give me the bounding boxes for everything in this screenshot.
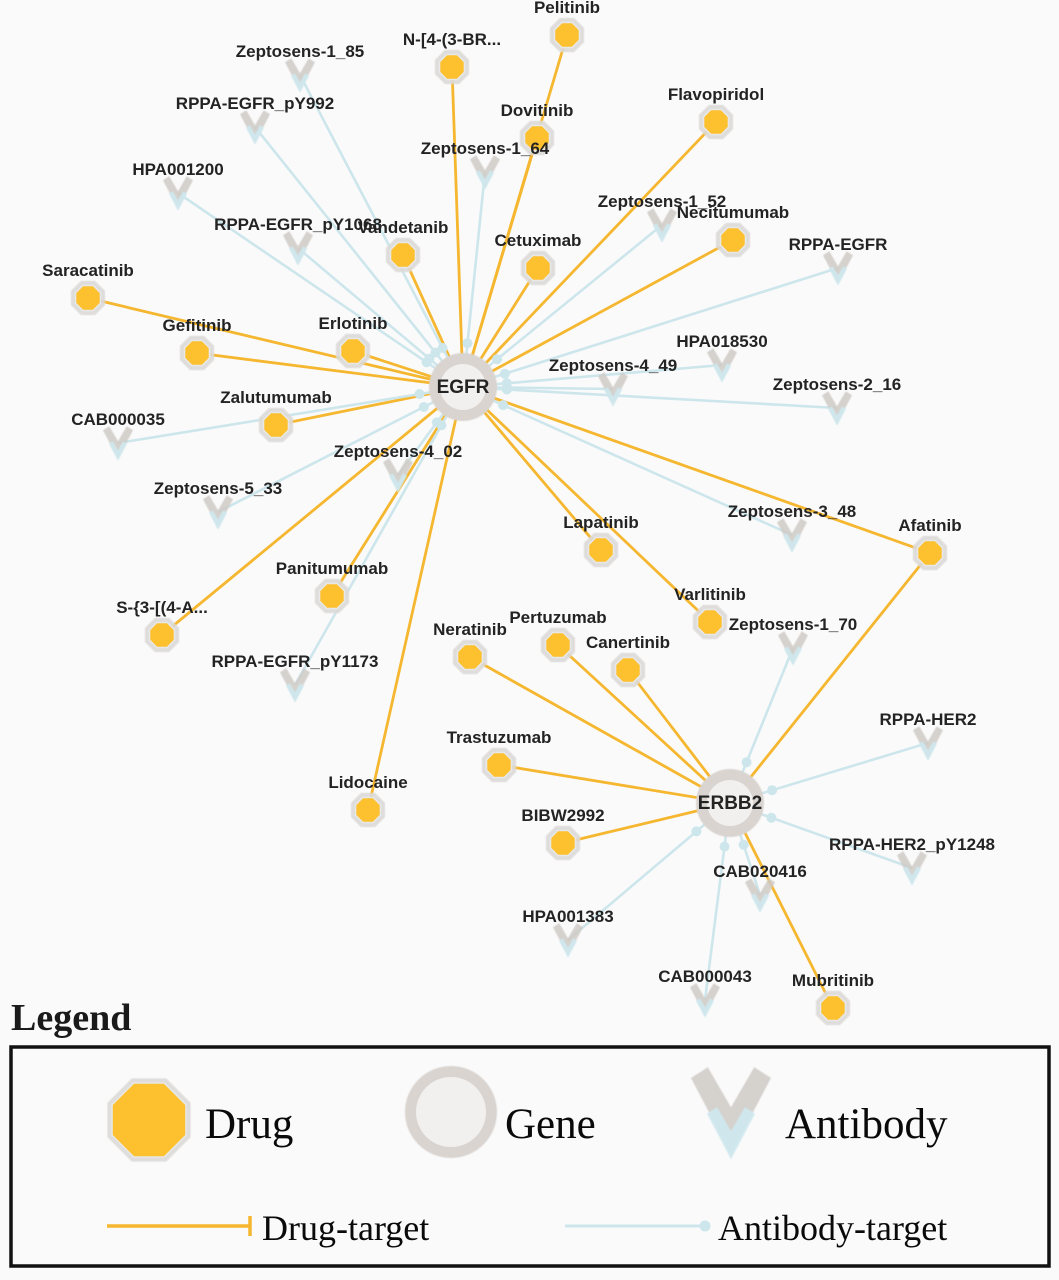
svg-text:Zeptosens-5_33: Zeptosens-5_33 (154, 479, 283, 498)
svg-text:Zeptosens-1_52: Zeptosens-1_52 (598, 192, 727, 211)
svg-text:HPA001383: HPA001383 (522, 907, 613, 926)
svg-text:RPPA-EGFR_pY1068: RPPA-EGFR_pY1068 (214, 215, 382, 234)
svg-text:ERBB2: ERBB2 (698, 793, 762, 814)
svg-text:Pelitinib: Pelitinib (534, 0, 600, 17)
svg-text:RPPA-EGFR_pY1173: RPPA-EGFR_pY1173 (212, 652, 379, 671)
svg-text:BIBW2992: BIBW2992 (521, 806, 604, 825)
svg-text:CAB000043: CAB000043 (658, 967, 752, 986)
svg-text:Legend: Legend (11, 997, 131, 1039)
svg-text:Zeptosens-1_64: Zeptosens-1_64 (421, 139, 550, 158)
svg-text:Flavopiridol: Flavopiridol (668, 85, 764, 104)
svg-text:Lidocaine: Lidocaine (328, 773, 407, 792)
svg-text:RPPA-EGFR: RPPA-EGFR (789, 235, 888, 254)
svg-text:RPPA-EGFR_pY992: RPPA-EGFR_pY992 (176, 94, 334, 113)
svg-text:Panitumumab: Panitumumab (276, 559, 388, 578)
svg-text:Zeptosens-3_48: Zeptosens-3_48 (728, 502, 857, 521)
svg-text:HPA018530: HPA018530 (676, 332, 767, 351)
svg-text:Afatinib: Afatinib (898, 516, 961, 535)
svg-text:Canertinib: Canertinib (586, 633, 670, 652)
svg-text:Gefitinib: Gefitinib (163, 316, 232, 335)
svg-text:Cetuximab: Cetuximab (495, 231, 582, 250)
svg-text:Drug-target: Drug-target (262, 1208, 429, 1248)
svg-text:Pertuzumab: Pertuzumab (509, 608, 606, 627)
svg-text:Zeptosens-1_70: Zeptosens-1_70 (729, 615, 858, 634)
svg-text:CAB000035: CAB000035 (71, 410, 165, 429)
svg-text:Zeptosens-2_16: Zeptosens-2_16 (773, 375, 902, 394)
svg-text:RPPA-HER2_pY1248: RPPA-HER2_pY1248 (829, 835, 995, 854)
svg-text:Mubritinib: Mubritinib (792, 971, 874, 990)
svg-text:Saracatinib: Saracatinib (42, 261, 134, 280)
svg-text:RPPA-HER2: RPPA-HER2 (880, 710, 977, 729)
svg-text:N-[4-(3-BR...: N-[4-(3-BR... (403, 30, 501, 49)
svg-text:HPA001200: HPA001200 (132, 160, 223, 179)
svg-text:Erlotinib: Erlotinib (319, 314, 388, 333)
svg-text:S-{3-[(4-A...: S-{3-[(4-A... (116, 598, 208, 617)
svg-text:Trastuzumab: Trastuzumab (447, 728, 552, 747)
svg-text:Lapatinib: Lapatinib (563, 513, 639, 532)
svg-text:Zeptosens-1_85: Zeptosens-1_85 (236, 42, 365, 61)
svg-text:Gene: Gene (505, 1101, 596, 1148)
svg-text:Dovitinib: Dovitinib (501, 101, 574, 120)
svg-text:Drug: Drug (205, 1101, 293, 1148)
svg-text:CAB020416: CAB020416 (713, 862, 807, 881)
svg-text:EGFR: EGFR (437, 377, 490, 398)
svg-text:Zeptosens-4_49: Zeptosens-4_49 (549, 356, 678, 375)
svg-text:Zalutumumab: Zalutumumab (220, 388, 331, 407)
svg-text:Neratinib: Neratinib (433, 620, 507, 639)
svg-text:Varlitinib: Varlitinib (674, 585, 746, 604)
svg-text:Antibody-target: Antibody-target (718, 1208, 947, 1248)
svg-text:Antibody: Antibody (785, 1101, 948, 1148)
svg-text:Zeptosens-4_02: Zeptosens-4_02 (334, 442, 463, 461)
